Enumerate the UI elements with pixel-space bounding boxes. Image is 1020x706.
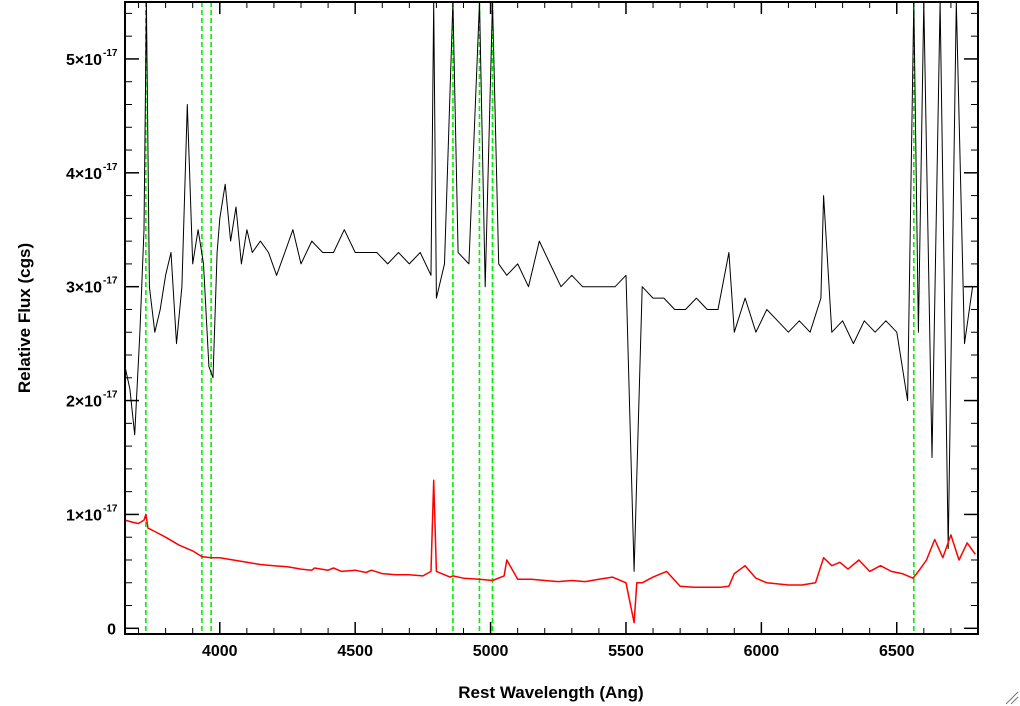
y-tick-label: 5×10: [66, 52, 102, 69]
y-tick-exponent: -17: [103, 162, 118, 173]
y-tick-exponent: -17: [103, 48, 118, 59]
x-axis: 4000 4500 5000 5500 6000 6500: [138, 2, 952, 660]
x-tick-label: 5000: [473, 643, 509, 660]
y-tick-label: 1×10: [66, 507, 102, 524]
y-tick-label: 0: [107, 621, 116, 638]
x-tick-label: 4000: [202, 643, 238, 660]
series-layer: [125, 2, 976, 624]
y-tick-exponent: -17: [103, 390, 118, 401]
x-axis-title: Rest Wavelength (Ang): [458, 683, 643, 702]
emission-line-markers: [145, 2, 915, 634]
plot-frame: [124, 1, 979, 635]
observed-spectrum-line: [125, 2, 974, 572]
resize-grip-icon: [1005, 691, 1019, 705]
y-tick-label: 3×10: [66, 280, 102, 297]
x-tick-label: 5500: [608, 643, 644, 660]
x-tick-label: 4500: [337, 643, 373, 660]
y-tick-exponent: -17: [103, 276, 118, 287]
y-tick-label: 2×10: [66, 394, 102, 411]
x-tick-label: 6000: [744, 643, 780, 660]
x-tick-label: 6500: [879, 643, 915, 660]
model-spectrum-line: [125, 479, 976, 624]
y-tick-label: 4×10: [66, 166, 102, 183]
y-axis-title: Relative Flux (cgs): [15, 243, 34, 393]
y-tick-exponent: -17: [103, 503, 118, 514]
y-axis: 01×10 -172×10 -173×10 -174×10 -175×10 -17: [66, 12, 978, 638]
